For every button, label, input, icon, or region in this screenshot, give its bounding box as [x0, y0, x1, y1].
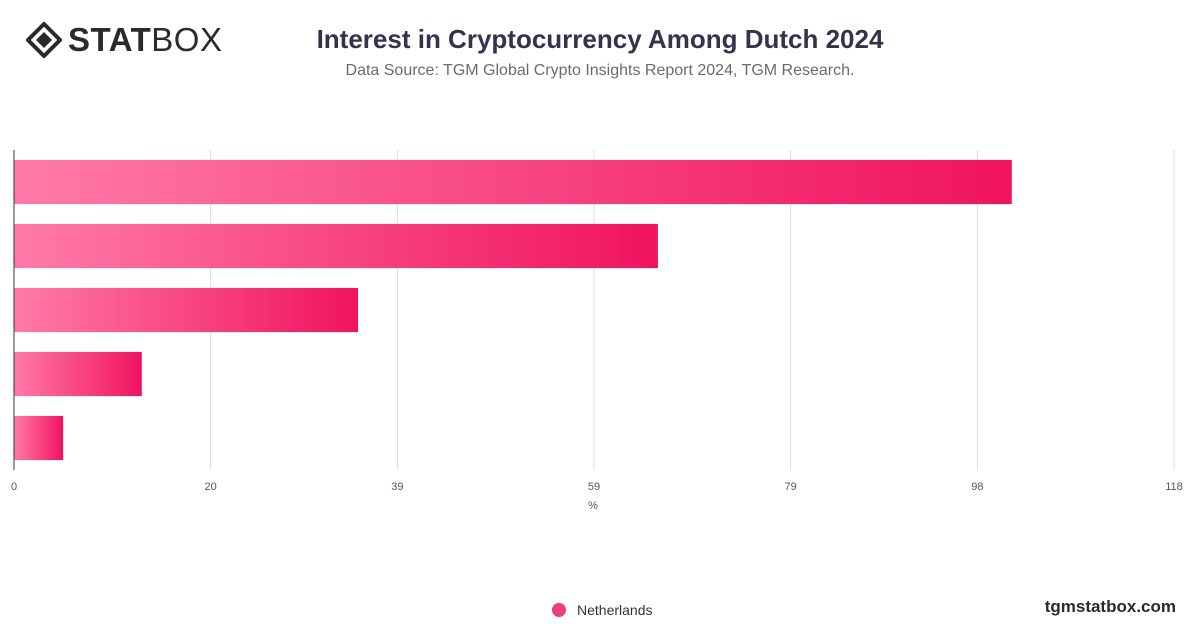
legend-marker-icon — [552, 603, 566, 617]
statbox-diamond-icon — [26, 22, 62, 58]
bar — [14, 223, 658, 269]
bar — [14, 159, 1012, 205]
x-tick-label: 39 — [391, 481, 403, 493]
statbox-logo: STATBOX — [26, 22, 222, 58]
x-tick-label: 79 — [784, 481, 796, 493]
bar — [14, 415, 64, 461]
logo-wordmark-bold: STAT — [68, 21, 152, 58]
chart-subtitle: Data Source: TGM Global Crypto Insights … — [345, 62, 855, 79]
x-tick-label: 0 — [11, 481, 17, 493]
bar — [14, 351, 142, 397]
legend[interactable]: Netherlands — [552, 602, 653, 618]
x-tick-label: 118 — [1165, 481, 1183, 493]
x-tick-label: 20 — [204, 481, 216, 493]
chart-title: Interest in Cryptocurrency Among Dutch 2… — [316, 24, 884, 54]
x-axis-title: % — [588, 500, 598, 512]
logo-wordmark-light: BOX — [151, 21, 223, 58]
x-tick-label: 98 — [971, 481, 983, 493]
bar — [14, 287, 359, 333]
logo-wordmark: STATBOX — [68, 22, 222, 58]
site-url: tgmstatbox.com — [1044, 597, 1176, 616]
legend-label: Netherlands — [577, 602, 653, 618]
x-tick-label: 59 — [588, 481, 600, 493]
